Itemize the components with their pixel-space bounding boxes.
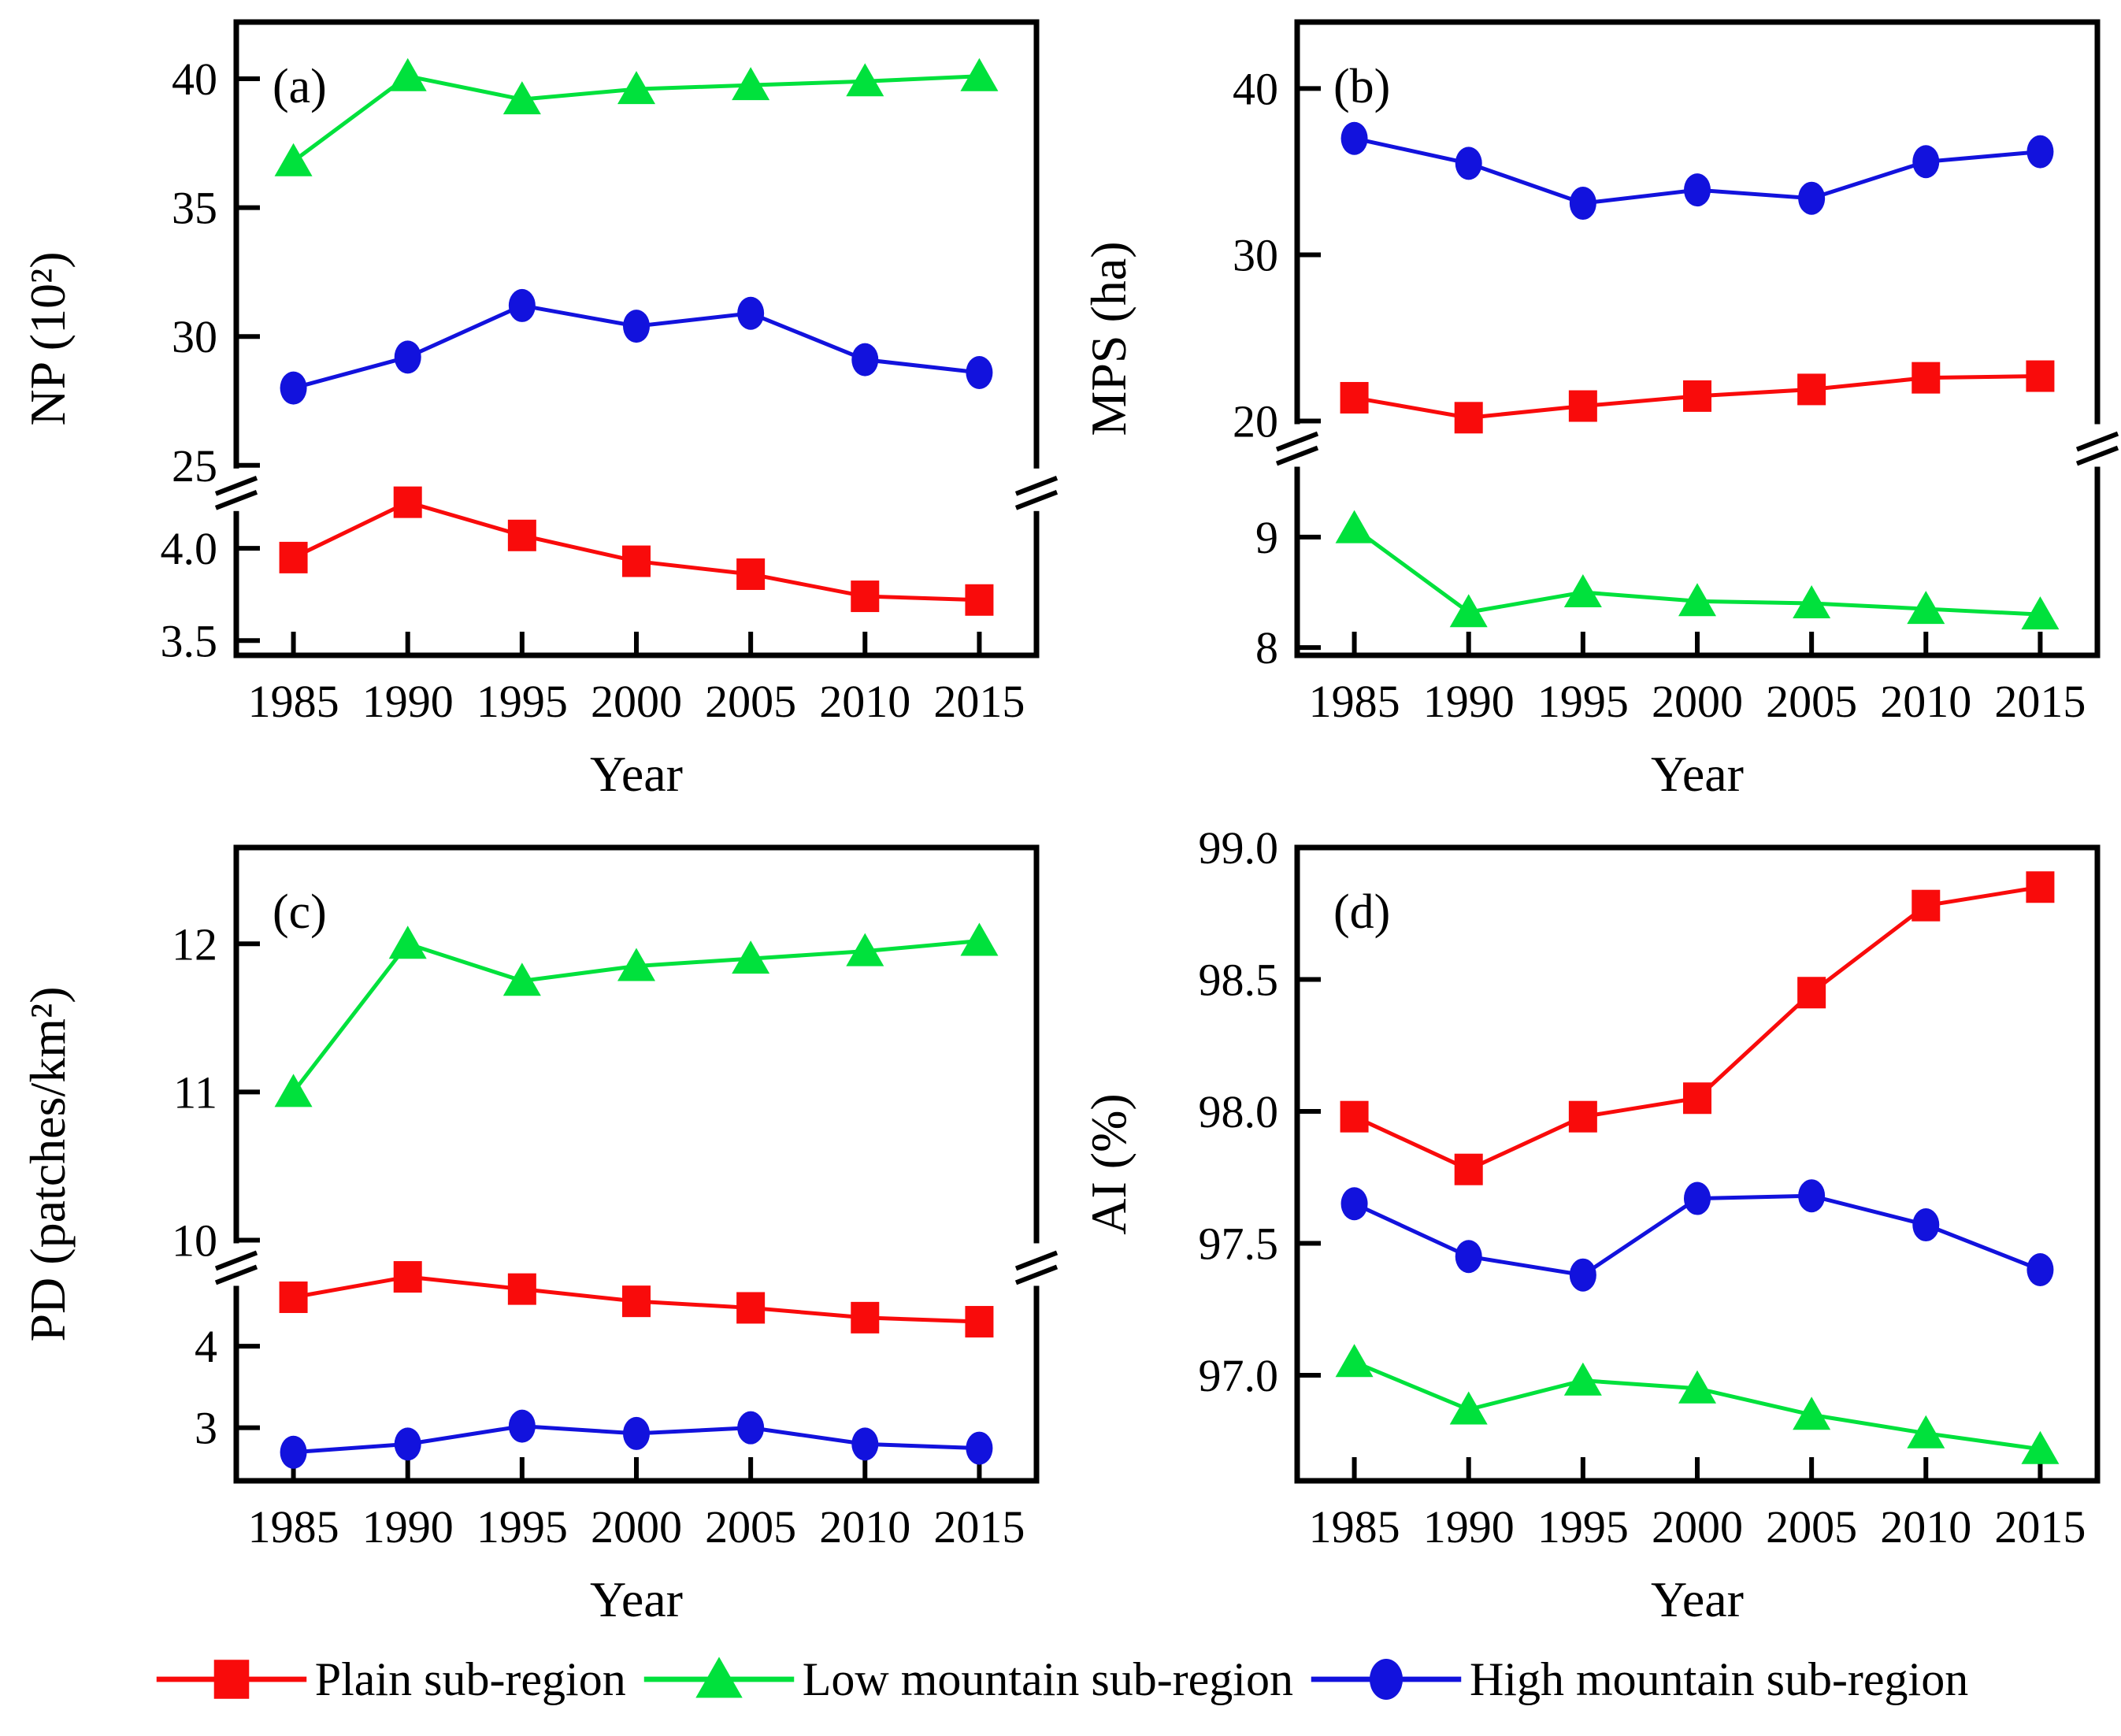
svg-text:MPS (ha): MPS (ha) [1081,241,1137,436]
svg-text:1985: 1985 [1309,1501,1400,1552]
svg-text:1995: 1995 [476,676,568,727]
svg-text:NP (10²): NP (10²) [20,251,76,425]
triangle-marker-icon [643,1656,794,1698]
svg-text:9: 9 [1255,512,1278,563]
svg-text:(d): (d) [1333,885,1390,939]
svg-text:2000: 2000 [591,1501,682,1552]
svg-text:1990: 1990 [362,1501,454,1552]
svg-text:97.5: 97.5 [1199,1219,1279,1270]
svg-text:(c): (c) [273,885,327,939]
legend-label: Low mountain sub-region [802,1653,1293,1705]
legend: Plain sub-region Low mountain sub-region… [0,1632,2121,1727]
legend-label: High mountain sub-region [1469,1653,1969,1705]
svg-text:4.0: 4.0 [161,523,218,574]
circle-marker-icon [1311,1659,1462,1700]
svg-text:2005: 2005 [705,676,796,727]
chart-panel-a-np: 40 35 30 25 4.0 3.5 1985 1990 1995 2000 2005 2010 20… [20,19,1059,802]
svg-text:Year: Year [590,1571,683,1627]
svg-text:1990: 1990 [1423,1501,1515,1552]
svg-text:40: 40 [172,54,217,105]
svg-text:(b): (b) [1333,60,1390,113]
svg-text:30: 30 [172,311,217,362]
legend-item-plain-sub-region: Plain sub-region [153,1645,626,1714]
svg-text:97.0: 97.0 [1199,1350,1279,1401]
svg-text:25: 25 [172,440,217,491]
svg-text:10: 10 [172,1215,217,1266]
svg-text:2000: 2000 [591,676,682,727]
svg-text:2010: 2010 [819,676,910,727]
svg-text:2005: 2005 [1766,1501,1857,1552]
svg-text:2005: 2005 [705,1501,796,1552]
svg-text:1995: 1995 [1537,676,1629,727]
svg-text:Year: Year [1651,1571,1744,1627]
svg-text:40: 40 [1233,63,1278,114]
svg-text:98.0: 98.0 [1199,1086,1279,1137]
svg-text:1995: 1995 [1537,1501,1629,1552]
svg-text:2015: 2015 [1994,676,2086,727]
svg-text:98.5: 98.5 [1199,955,1279,1006]
svg-text:2015: 2015 [1994,1501,2086,1552]
chart-panel-c-pd: 12 11 10 4 3 1985 1990 1995 2000 2005 2010 2015 Year… [20,844,1059,1627]
svg-text:12: 12 [172,918,217,970]
svg-text:99.0: 99.0 [1199,825,1279,874]
svg-text:1990: 1990 [1423,676,1515,727]
svg-text:2010: 2010 [1880,676,1971,727]
svg-text:11: 11 [173,1066,217,1118]
square-marker-icon [156,1660,307,1699]
svg-text:4: 4 [195,1321,217,1372]
legend-item-high-mountain-sub-region: High mountain sub-region [1307,1645,1968,1714]
svg-text:1985: 1985 [1309,676,1400,727]
svg-text:1995: 1995 [476,1501,568,1552]
svg-text:2000: 2000 [1652,676,1743,727]
legend-label: Plain sub-region [314,1653,626,1705]
svg-text:1985: 1985 [248,1501,339,1552]
legend-item-low-mountain-sub-region: Low mountain sub-region [640,1645,1293,1714]
svg-text:2015: 2015 [933,1501,1025,1552]
chart-panel-b-mps: 40 30 20 9 8 1985 1990 1995 2000 2005 2010 2015 Year… [1081,19,2119,802]
svg-text:Year: Year [1651,746,1744,802]
svg-text:2010: 2010 [1880,1501,1971,1552]
svg-text:2005: 2005 [1766,676,1857,727]
svg-text:3.5: 3.5 [161,615,218,666]
svg-text:8: 8 [1255,622,1278,673]
svg-text:AI (%): AI (%) [1081,1093,1137,1234]
svg-text:Year: Year [590,746,683,802]
svg-text:35: 35 [172,183,217,234]
svg-text:(a): (a) [273,60,327,113]
svg-text:3: 3 [195,1403,217,1454]
svg-text:30: 30 [1233,229,1278,280]
chart-panel-d-ai: 99.0 98.5 98.0 97.5 97.0 1985 1990 1995 2000 2005… [1081,825,2101,1627]
svg-text:2010: 2010 [819,1501,910,1552]
svg-text:2015: 2015 [933,676,1025,727]
svg-text:PD (patches/km²): PD (patches/km²) [20,986,76,1341]
svg-text:2000: 2000 [1652,1501,1743,1552]
svg-text:1990: 1990 [362,676,454,727]
svg-text:1985: 1985 [248,676,339,727]
svg-text:20: 20 [1233,396,1278,447]
